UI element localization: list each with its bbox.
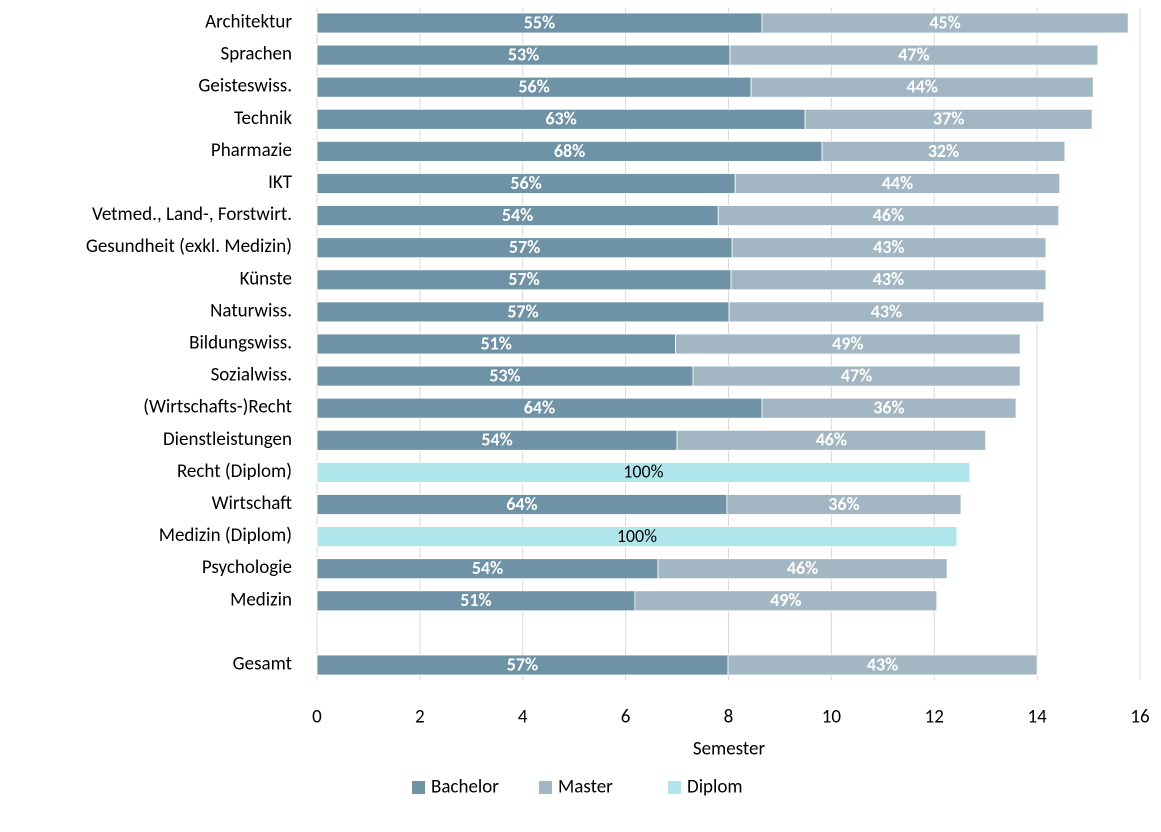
data-label: 37% [933,108,964,130]
y-tick-label: Recht (Diplom) [177,460,292,483]
x-tick-label: 4 [518,706,528,729]
x-tick-label: 8 [724,706,734,729]
data-label: 47% [898,43,929,65]
data-label: 57% [509,236,540,258]
data-label: 46% [787,557,818,579]
bar-segment [731,237,1047,259]
data-label: 68% [554,140,585,162]
bar-segment [717,205,1060,227]
y-tick-label: Künste [240,267,292,290]
y-tick-label: Medizin [230,588,292,611]
x-tick-label: 6 [621,706,631,729]
legend-label: Bachelor [431,776,499,799]
y-tick-label: Naturwiss. [210,299,292,322]
y-tick-label: Pharmazie [211,139,292,162]
bar-segment [727,654,1038,676]
bar-segment [804,108,1093,130]
data-label: 49% [770,589,801,611]
bar-segment [761,397,1017,419]
bar-segment [316,461,971,483]
legend-swatch [539,781,552,794]
data-label: 55% [524,11,555,33]
data-label: 57% [507,300,538,322]
x-tick-label: 16 [1130,706,1149,729]
bar-segment [821,140,1066,162]
x-tick-label: 10 [822,706,842,729]
y-tick-label: Vetmed., Land-, Forstwirt. [92,203,292,226]
data-label: 100% [617,525,657,547]
data-label: 44% [906,76,937,98]
data-label: 54% [481,429,512,451]
bar-segment [675,333,1021,355]
x-axis-label: Semester [693,738,766,761]
y-tick-label: Bildungswiss. [189,332,292,355]
data-label: 46% [816,429,847,451]
bar-segment [657,558,948,580]
legend-label: Diplom [687,776,743,799]
bar-segment [734,173,1061,194]
y-tick-label: Wirtschaft [212,492,293,515]
y-tick-label: Psychologie [202,556,292,579]
data-label: 46% [873,204,904,226]
data-label: 64% [506,493,537,515]
data-label: 43% [871,300,902,322]
x-tick-label: 0 [312,706,322,729]
data-label: 43% [873,268,904,290]
y-tick-label: Sprachen [220,43,292,66]
data-label: 64% [524,397,555,419]
y-tick-label: Sozialwiss. [211,364,292,387]
bar-segment [730,269,1047,291]
bar-segment [726,494,962,515]
data-label: 56% [518,76,549,98]
data-label: 53% [489,364,520,386]
data-label: 51% [481,332,512,354]
x-tick-label: 12 [925,706,944,729]
data-label: 54% [502,204,533,226]
data-label: 54% [472,557,503,579]
data-label: 45% [929,11,960,33]
legend-swatch [668,781,681,794]
legend-label: Master [558,776,613,799]
y-tick-label: (Wirtschafts-)Recht [143,396,292,419]
bar-segment [316,526,958,547]
bar-segment [729,44,1099,66]
data-label: 36% [828,493,859,515]
y-tick-label: Gesundheit (exkl. Medizin) [86,235,292,258]
bar-segment [676,429,987,451]
y-tick-label: Dienstleistungen [163,428,292,451]
bar-segment [728,301,1045,323]
data-label: 51% [460,589,491,611]
data-label: 44% [882,172,913,194]
y-tick-label: IKT [268,171,293,194]
bar-segment [634,590,938,612]
data-label: 49% [832,332,863,354]
data-label: 47% [841,364,872,386]
data-label: 56% [510,172,541,194]
x-tick-label: 14 [1027,706,1047,729]
data-label: 57% [507,653,538,675]
data-label: 63% [545,108,576,130]
data-label: 32% [928,140,959,162]
data-label: 43% [867,653,898,675]
data-label: 100% [623,461,663,483]
bar-segment [761,12,1129,34]
y-tick-label: Medizin (Diplom) [159,524,292,547]
y-tick-label: Geisteswiss. [198,75,292,98]
legend-swatch [412,781,425,794]
y-tick-label: Architektur [205,11,292,34]
y-tick-label: Technik [234,107,292,130]
bar-segment [750,76,1094,98]
y-tick-label: Gesamt [233,653,293,676]
data-label: 36% [873,397,904,419]
data-label: 57% [508,268,539,290]
x-tick-label: 2 [415,706,425,729]
data-label: 43% [873,236,904,258]
data-label: 53% [508,43,539,65]
bar-segment [692,365,1021,387]
